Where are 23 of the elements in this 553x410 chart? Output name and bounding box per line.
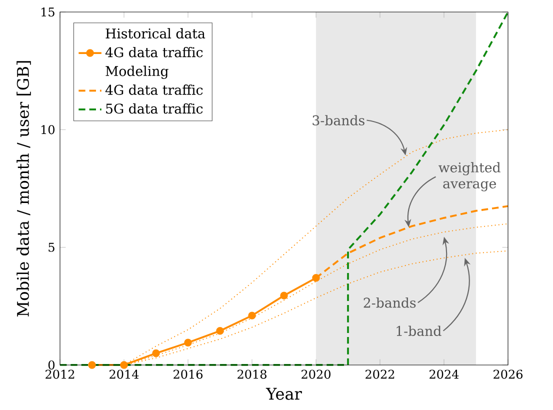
x-tick-label: 2024	[430, 370, 459, 379]
y-tick-label: 0	[48, 360, 54, 370]
annotation: 2-bands	[364, 297, 416, 308]
x-tick-label: 2026	[494, 370, 523, 379]
x-tick-label: 2022	[366, 370, 394, 379]
x-axis-title: Year	[266, 388, 302, 400]
legend-label: 4G data traffic	[105, 84, 203, 95]
y-tick-label: 5	[48, 242, 54, 252]
x-tick-label: 2020	[302, 370, 330, 379]
annotation: Modeling	[106, 66, 168, 79]
annotation: 3-bands	[312, 115, 364, 126]
legend-title: Historical data	[106, 28, 206, 39]
x-tick-label: 2016	[174, 370, 203, 379]
y-tick-label: 15	[41, 7, 54, 17]
legend-label: 4G data traffic	[105, 46, 203, 58]
x-tick-label: 2012	[46, 370, 74, 379]
x-tick-label: 2018	[238, 370, 266, 379]
x-tick-label: 2014	[110, 370, 139, 379]
y-tick-label: 10	[41, 125, 54, 134]
y-axis-title: Mobile data / month / user [GB]	[16, 61, 31, 316]
annotation: 1-band	[396, 326, 442, 336]
annotation: weighted average	[438, 162, 500, 192]
legend-label: 5G data traffic	[106, 103, 203, 114]
